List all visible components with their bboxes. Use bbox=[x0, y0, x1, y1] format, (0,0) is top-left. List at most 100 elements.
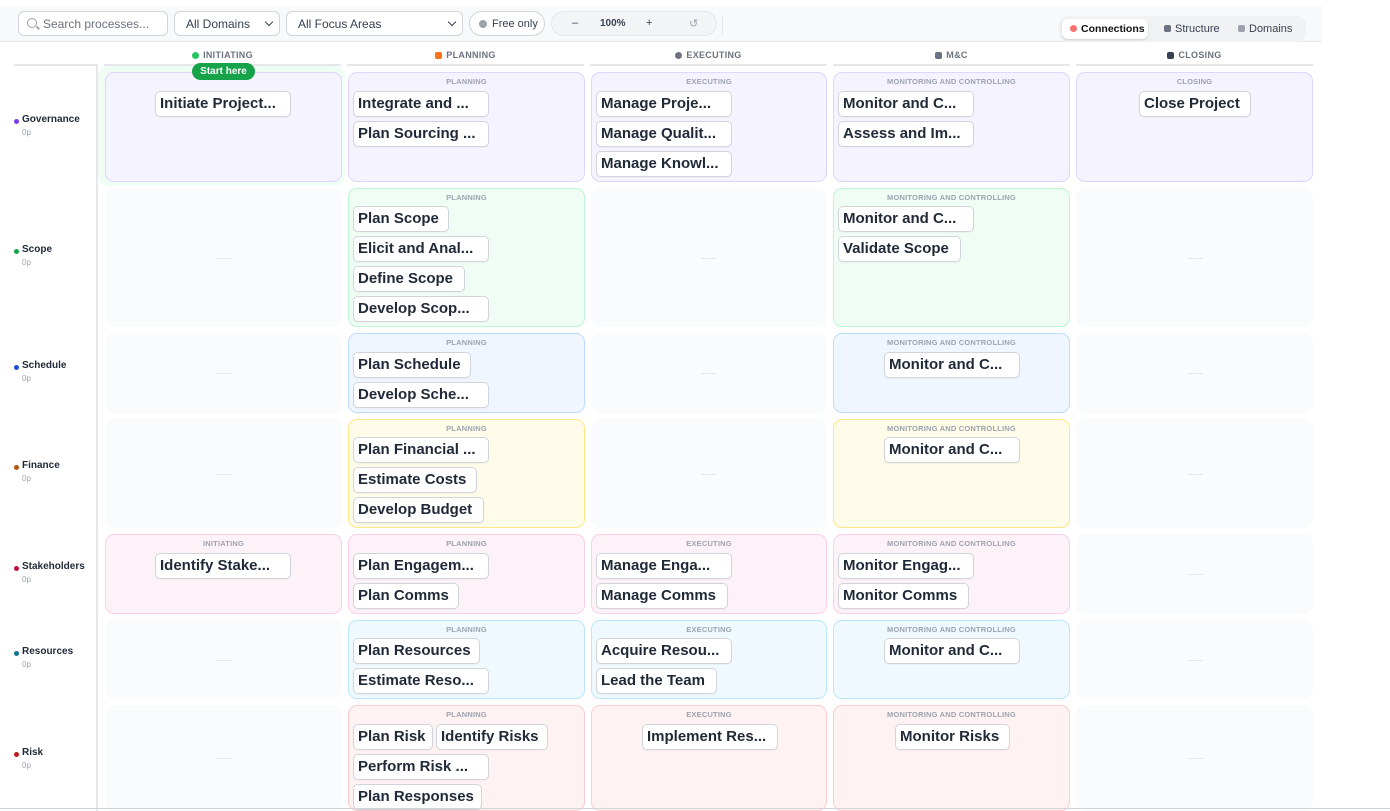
row-name: Risk bbox=[22, 747, 44, 758]
process-chip[interactable]: Manage Qualit... bbox=[596, 121, 732, 147]
process-chip[interactable]: Plan Engagem... bbox=[353, 553, 489, 579]
row-count: 0p bbox=[22, 474, 31, 483]
process-chip[interactable]: Monitor Risks bbox=[895, 724, 1010, 750]
process-chip[interactable]: Monitor Engag... bbox=[838, 553, 974, 579]
cell-risk-executing: EXECUTING Implement Res... bbox=[591, 705, 827, 811]
phase-label: PLANNING bbox=[446, 625, 487, 634]
process-chip[interactable]: Plan Sourcing ... bbox=[353, 121, 489, 147]
domain-select[interactable]: All Domains bbox=[174, 11, 280, 36]
structure-icon bbox=[1164, 25, 1171, 32]
checkered-flag-icon bbox=[1167, 52, 1175, 59]
view-label: Domains bbox=[1249, 23, 1293, 35]
process-matrix-app: Search processes... All Domains All Focu… bbox=[0, 0, 1322, 811]
process-chip[interactable]: Assess and Im... bbox=[838, 121, 974, 147]
process-chip[interactable]: Identify Risks bbox=[436, 724, 548, 750]
cell-finance-planning: PLANNING Plan Financial ... Estimate Cos… bbox=[348, 419, 585, 528]
process-chip[interactable]: Plan Schedule bbox=[353, 352, 471, 378]
cell-resources-mc: MONITORING AND CONTROLLING Monitor and C… bbox=[833, 620, 1070, 699]
process-chip[interactable]: Manage Enga... bbox=[596, 553, 732, 579]
phase-label: PLANNING bbox=[446, 338, 487, 347]
chart-icon bbox=[935, 52, 943, 59]
process-chip[interactable]: Implement Res... bbox=[642, 724, 778, 750]
process-chip[interactable]: Plan Resources bbox=[353, 638, 480, 664]
cell-resources-executing: EXECUTING Acquire Resou... Lead the Team bbox=[591, 620, 827, 699]
process-chip[interactable]: Monitor Comms bbox=[838, 583, 969, 609]
view-domains-button[interactable]: Domains bbox=[1230, 19, 1300, 39]
process-chip[interactable]: Estimate Costs bbox=[353, 467, 477, 493]
phase-label: PLANNING bbox=[446, 539, 487, 548]
process-chip[interactable]: Monitor and C... bbox=[838, 91, 974, 117]
column-header-closing: CLOSING bbox=[1076, 50, 1313, 64]
search-icon bbox=[27, 18, 37, 28]
process-chip[interactable]: Initiate Project... bbox=[155, 91, 291, 117]
process-chip[interactable]: Plan Risk bbox=[353, 724, 433, 750]
process-chip[interactable]: Monitor and C... bbox=[884, 437, 1020, 463]
process-chip[interactable]: Identify Stake... bbox=[155, 553, 291, 579]
process-chip[interactable]: Plan Comms bbox=[353, 583, 459, 609]
phase-label: MONITORING AND CONTROLLING bbox=[887, 625, 1016, 634]
row-name: Stakeholders bbox=[22, 561, 85, 572]
process-chip[interactable]: Develop Sche... bbox=[353, 382, 489, 408]
phase-label: MONITORING AND CONTROLLING bbox=[887, 710, 1016, 719]
focus-area-select[interactable]: All Focus Areas bbox=[286, 11, 463, 36]
row-name: Scope bbox=[22, 244, 53, 255]
process-chip[interactable]: Plan Scope bbox=[353, 206, 449, 232]
cell-governance-executing: EXECUTING Manage Proje... Manage Qualit.… bbox=[591, 72, 827, 182]
row-count: 0p bbox=[22, 761, 31, 770]
process-chip[interactable]: Acquire Resou... bbox=[596, 638, 732, 664]
cell-governance-initiating: Initiate Project... bbox=[105, 72, 342, 182]
column-divider bbox=[1076, 64, 1313, 66]
process-chip[interactable]: Plan Responses bbox=[353, 784, 482, 810]
phase-label: PLANNING bbox=[446, 710, 487, 719]
phase-label: EXECUTING bbox=[686, 625, 732, 634]
free-only-toggle[interactable]: Free only bbox=[469, 11, 545, 36]
process-chip[interactable]: Validate Scope bbox=[838, 236, 961, 262]
process-chip[interactable]: Manage Knowl... bbox=[596, 151, 732, 177]
process-chip[interactable]: Manage Comms bbox=[596, 583, 728, 609]
process-chip[interactable]: Monitor and C... bbox=[884, 352, 1020, 378]
column-header-label: CLOSING bbox=[1178, 50, 1222, 60]
cell-resources-initiating-empty bbox=[105, 620, 342, 699]
process-chip[interactable]: Close Project bbox=[1139, 91, 1251, 117]
column-divider bbox=[833, 64, 1070, 66]
process-chip[interactable]: Monitor and C... bbox=[838, 206, 974, 232]
process-chip[interactable]: Manage Proje... bbox=[596, 91, 732, 117]
row-header-divider bbox=[14, 64, 98, 66]
row-count: 0p bbox=[22, 660, 31, 669]
process-chip[interactable]: Integrate and ... bbox=[353, 91, 489, 117]
column-header-label: INITIATING bbox=[203, 50, 253, 60]
view-structure-button[interactable]: Structure bbox=[1156, 19, 1226, 39]
bar-chart-icon bbox=[1238, 25, 1245, 32]
view-label: Structure bbox=[1175, 23, 1220, 35]
process-chip[interactable]: Estimate Reso... bbox=[353, 668, 489, 694]
phase-label: PLANNING bbox=[446, 424, 487, 433]
process-chip[interactable]: Perform Risk ... bbox=[353, 754, 489, 780]
process-chip[interactable]: Develop Budget bbox=[353, 497, 484, 523]
process-chip[interactable]: Lead the Team bbox=[596, 668, 717, 694]
cell-schedule-initiating-empty bbox=[105, 333, 342, 413]
zoom-out-button[interactable]: – bbox=[572, 17, 579, 29]
row-count: 0p bbox=[22, 575, 31, 584]
zoom-reset-button[interactable]: ↺ bbox=[689, 18, 699, 30]
cell-schedule-executing-empty bbox=[591, 333, 827, 413]
row-color-dot bbox=[14, 365, 19, 370]
phase-label: EXECUTING bbox=[686, 77, 732, 86]
search-input[interactable]: Search processes... bbox=[18, 11, 168, 36]
process-chip[interactable]: Monitor and C... bbox=[884, 638, 1020, 664]
cell-stakeholders-closing-empty bbox=[1076, 534, 1313, 614]
phase-label: MONITORING AND CONTROLLING bbox=[887, 539, 1016, 548]
toolbar-divider bbox=[722, 15, 723, 35]
phase-label: PLANNING bbox=[446, 193, 487, 202]
zoom-in-button[interactable]: + bbox=[646, 17, 653, 29]
process-chip[interactable]: Develop Scop... bbox=[353, 296, 489, 322]
process-chip[interactable]: Define Scope bbox=[353, 266, 465, 292]
cell-stakeholders-executing: EXECUTING Manage Enga... Manage Comms bbox=[591, 534, 827, 614]
column-header-executing: EXECUTING bbox=[590, 50, 827, 64]
focus-area-select-value: All Focus Areas bbox=[298, 16, 382, 31]
cell-schedule-planning: PLANNING Plan Schedule Develop Sche... bbox=[348, 333, 585, 413]
cell-risk-closing-empty bbox=[1076, 705, 1313, 811]
view-connections-button[interactable]: Connections bbox=[1062, 19, 1148, 39]
cell-finance-executing-empty bbox=[591, 419, 827, 528]
process-chip[interactable]: Plan Financial ... bbox=[353, 437, 489, 463]
process-chip[interactable]: Elicit and Anal... bbox=[353, 236, 489, 262]
